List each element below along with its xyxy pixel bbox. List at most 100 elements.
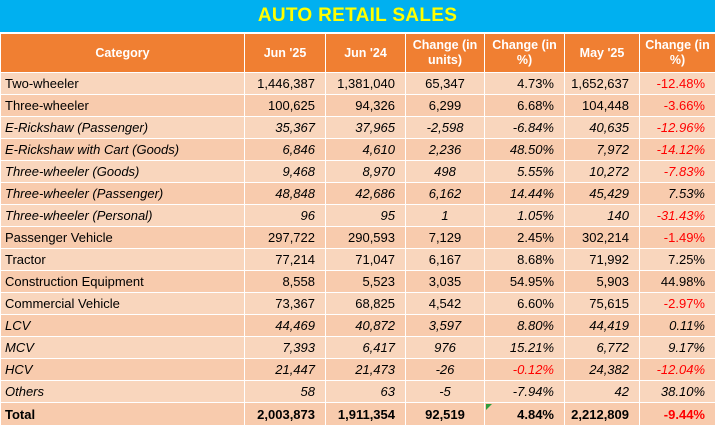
cell-jun25: 48,848 [245,183,326,205]
header-may25: May '25 [565,34,640,73]
cell-jun25: 1,446,387 [245,73,326,95]
cell-category: Tractor [1,249,245,271]
cell-category: Others [1,381,245,403]
cell-category: MCV [1,337,245,359]
cell-jun25: 2,003,873 [245,403,326,426]
cell-change-pct: 4.84% [485,403,565,426]
cell-change-pct: 6.68% [485,95,565,117]
cell-may25: 45,429 [565,183,640,205]
cell-category: Three-wheeler (Goods) [1,161,245,183]
header-change-units: Change (in units) [406,34,485,73]
cell-change-units: 3,597 [406,315,485,337]
cell-change-units: 7,129 [406,227,485,249]
cell-change-mom: 0.11% [640,315,715,337]
cell-change-pct: 4.73% [485,73,565,95]
cell-change-units: 498 [406,161,485,183]
cell-may25: 302,214 [565,227,640,249]
cell-jun25: 96 [245,205,326,227]
cell-may25: 10,272 [565,161,640,183]
cell-jun25: 100,625 [245,95,326,117]
cell-change-pct: 15.21% [485,337,565,359]
cell-change-units: -26 [406,359,485,381]
cell-jun24: 68,825 [326,293,406,315]
cell-jun24: 42,686 [326,183,406,205]
cell-jun24: 6,417 [326,337,406,359]
cell-category: Three-wheeler [1,95,245,117]
cell-jun24: 95 [326,205,406,227]
cell-category: Two-wheeler [1,73,245,95]
cell-change-mom: -2.97% [640,293,715,315]
cell-jun25: 7,393 [245,337,326,359]
cell-change-mom: 44.98% [640,271,715,293]
cell-change-mom: -3.66% [640,95,715,117]
table-title: AUTO RETAIL SALES [0,0,715,33]
cell-may25: 5,903 [565,271,640,293]
cell-jun24: 1,911,354 [326,403,406,426]
cell-change-pct: 48.50% [485,139,565,161]
cell-change-mom: 38.10% [640,381,715,403]
cell-change-mom: -9.44% [640,403,715,426]
cell-jun25: 35,367 [245,117,326,139]
cell-change-mom: -14.12% [640,139,715,161]
cell-change-pct: -7.94% [485,381,565,403]
cell-jun25: 58 [245,381,326,403]
header-change-pct: Change (in %) [485,34,565,73]
cell-may25: 71,992 [565,249,640,271]
cell-may25: 75,615 [565,293,640,315]
cell-category: Three-wheeler (Passenger) [1,183,245,205]
cell-jun24: 8,970 [326,161,406,183]
cell-error-indicator [486,404,492,410]
cell-may25: 7,972 [565,139,640,161]
cell-change-units: 2,236 [406,139,485,161]
header-category: Category [1,34,245,73]
cell-change-pct: 54.95% [485,271,565,293]
cell-change-mom: -31.43% [640,205,715,227]
cell-jun25: 73,367 [245,293,326,315]
cell-category: Construction Equipment [1,271,245,293]
cell-change-units: 4,542 [406,293,485,315]
cell-change-pct: 8.80% [485,315,565,337]
cell-may25: 44,419 [565,315,640,337]
cell-jun25: 6,846 [245,139,326,161]
cell-may25: 2,212,809 [565,403,640,426]
cell-change-mom: 7.25% [640,249,715,271]
cell-may25: 40,635 [565,117,640,139]
cell-category: E-Rickshaw with Cart (Goods) [1,139,245,161]
cell-category: Three-wheeler (Personal) [1,205,245,227]
cell-change-mom: 9.17% [640,337,715,359]
cell-change-units: 3,035 [406,271,485,293]
cell-change-units: 6,167 [406,249,485,271]
cell-jun24: 290,593 [326,227,406,249]
cell-change-mom: -1.49% [640,227,715,249]
cell-jun25: 9,468 [245,161,326,183]
cell-may25: 24,382 [565,359,640,381]
cell-category: HCV [1,359,245,381]
cell-jun24: 1,381,040 [326,73,406,95]
cell-may25: 6,772 [565,337,640,359]
cell-change-mom: -12.48% [640,73,715,95]
cell-jun24: 40,872 [326,315,406,337]
cell-change-pct: 14.44% [485,183,565,205]
cell-jun25: 21,447 [245,359,326,381]
cell-jun24: 21,473 [326,359,406,381]
cell-may25: 42 [565,381,640,403]
header-jun25: Jun '25 [245,34,326,73]
cell-jun24: 4,610 [326,139,406,161]
cell-category: Passenger Vehicle [1,227,245,249]
sales-table: Category Jun '25 Jun '24 Change (in unit… [0,33,715,426]
header-change-mom: Change (in %) [640,34,715,73]
cell-jun25: 297,722 [245,227,326,249]
cell-change-units: 1 [406,205,485,227]
header-row: Category Jun '25 Jun '24 Change (in unit… [1,34,715,73]
cell-change-mom: -7.83% [640,161,715,183]
